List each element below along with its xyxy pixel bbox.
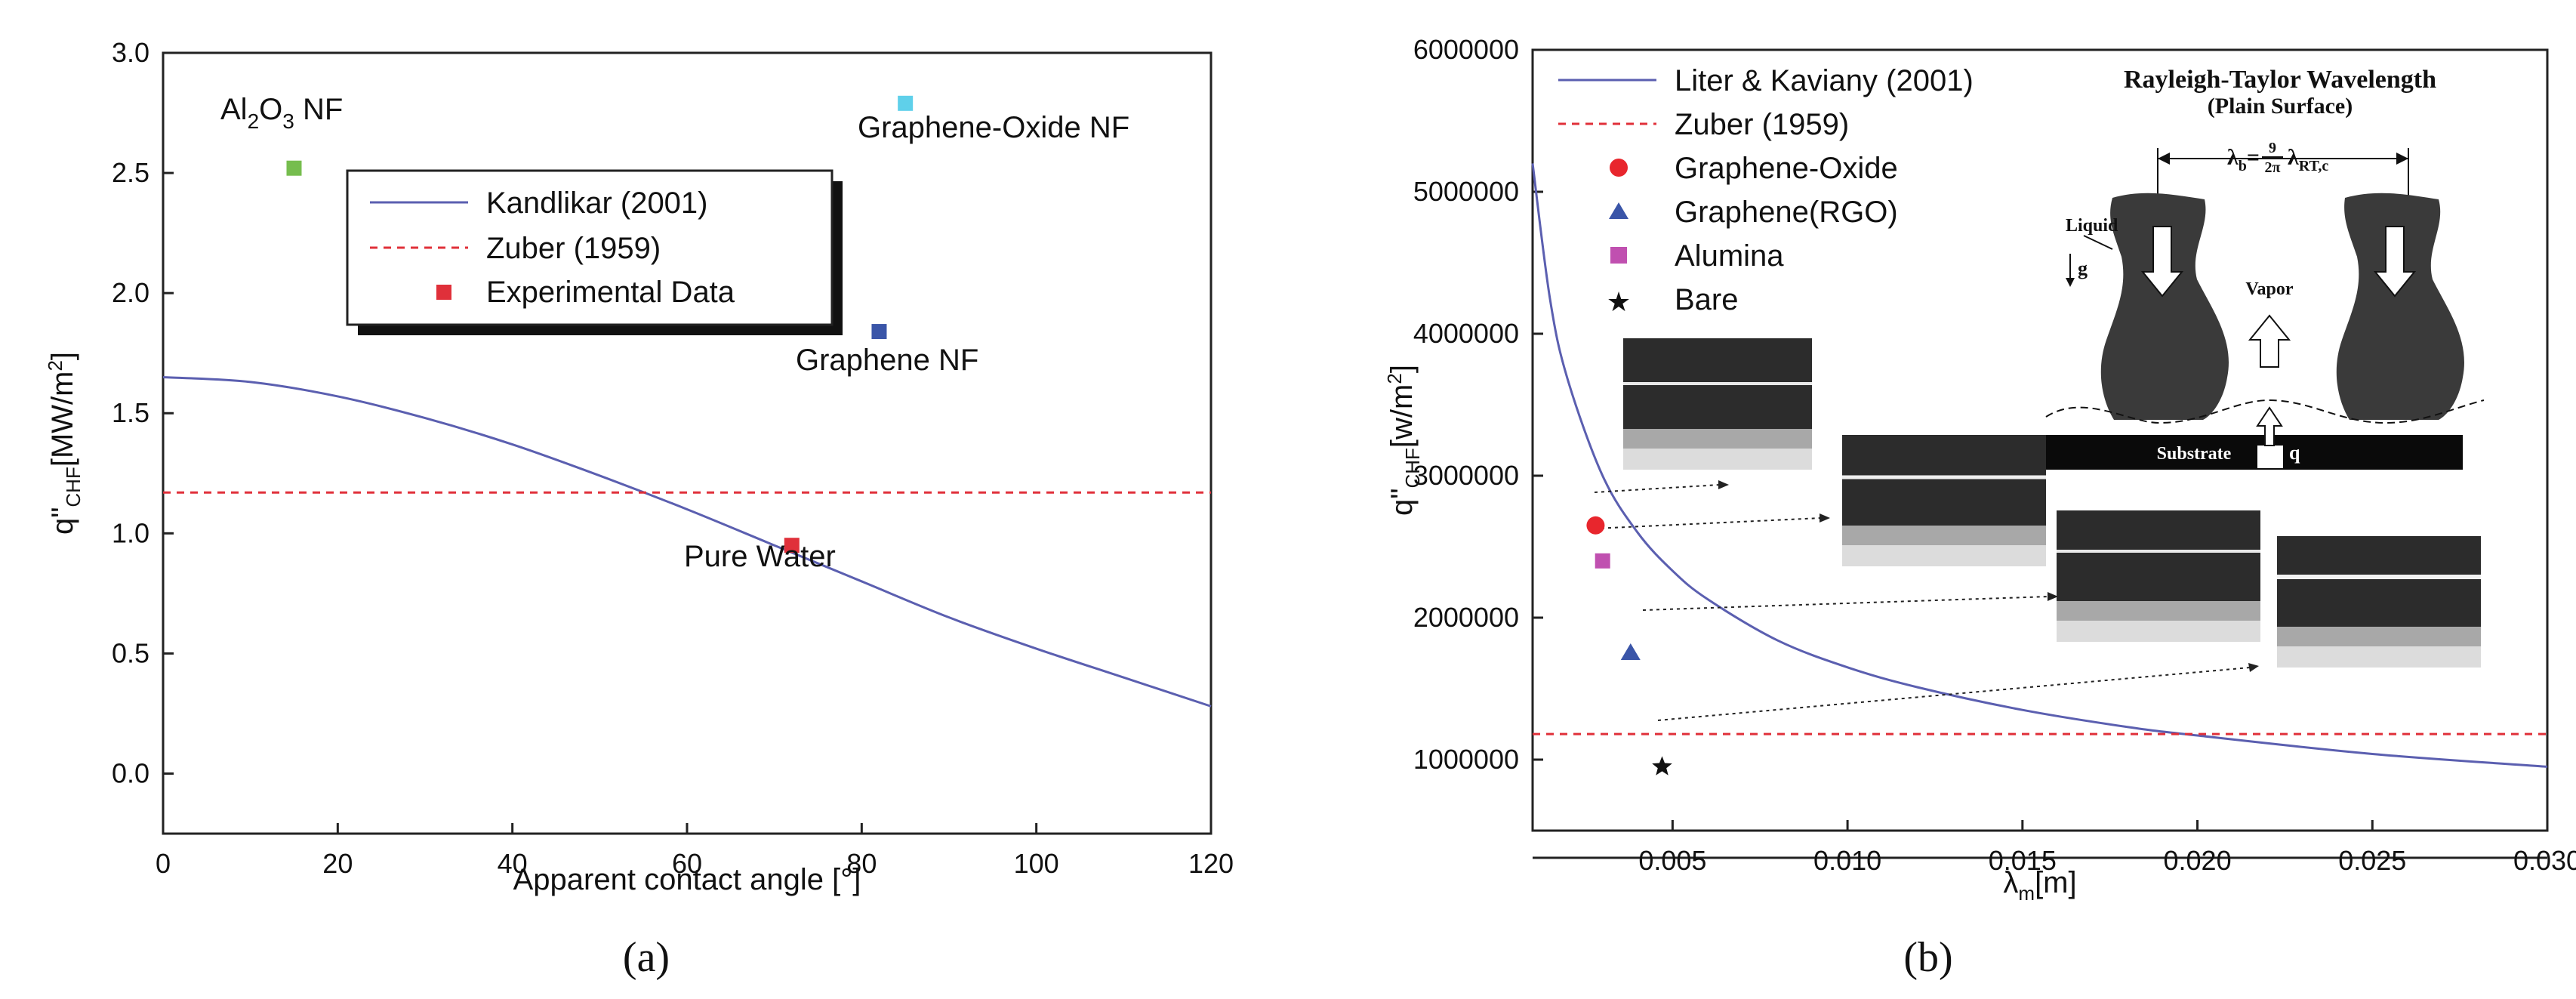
y-tick-label-b-2: 3000000 [1413, 460, 1519, 491]
y-tick-label-b-5: 6000000 [1413, 34, 1519, 65]
inset-rayleigh-taylor: Rayleigh-Taylor Wavelength (Plain Surfac… [2043, 66, 2485, 470]
series-lines-a [162, 376, 1212, 708]
y-tick-label-a-1: 0.5 [112, 637, 149, 668]
series-line-liter-kaviany-2001-b [1531, 163, 2548, 768]
y-tick-label-a-0: 0.0 [112, 757, 149, 788]
x-tick-label-b-3: 0.020 [2164, 845, 2232, 876]
y-axis-label-b: q"CHF[w/m2] [1383, 365, 1424, 516]
annotation-pure-water: Pure Water [684, 540, 836, 573]
panel-b: 0.005 0.010 0.015 0.020 0.025 0.030 1000000 20… [1383, 34, 2576, 981]
inset-label-substrate: Substrate [2157, 444, 2232, 464]
y-tick-label-a-6: 3.0 [112, 37, 149, 68]
x-tick-label-a-5: 100 [1014, 848, 1059, 879]
x-tick-label-a-2: 40 [498, 848, 528, 879]
legend-label-graphene-oxide: Graphene-Oxide [1675, 152, 1898, 185]
y-ticks-b: 1000000 2000000 3000000 4000000 5000000 60000… [1413, 34, 1543, 775]
legend-label-experimental: Experimental Data [486, 276, 735, 309]
annotation-al2o3: Al2O3 NF [220, 93, 343, 133]
legend-swatch-experimental [436, 285, 451, 300]
x-tick-label-b-5: 0.030 [2513, 845, 2576, 876]
plot-frame-b [1531, 48, 2549, 832]
panel-label-a: (a) [623, 934, 670, 981]
pointer-arrowheads [1718, 480, 2259, 672]
x-tick-label-a-6: 120 [1188, 848, 1234, 879]
y-tick-label-a-4: 2.0 [112, 277, 149, 308]
legend-marker-bare: ★ [1607, 286, 1631, 317]
series-points-a [286, 95, 914, 553]
x-tick-label-a-0: 0 [156, 848, 171, 879]
data-point-annotated-a-2 [871, 324, 887, 340]
y-tick-label-b-3: 4000000 [1413, 318, 1519, 349]
inset-interface-wave [2045, 399, 2485, 424]
data-point-annotated-a-0 [286, 160, 302, 176]
photo-inset-3 [2057, 510, 2260, 642]
series-line-kandlikar-2001-a [162, 376, 1212, 708]
legend-label-zuber-b: Zuber (1959) [1675, 108, 1849, 141]
y-tick-label-a-5: 2.5 [112, 157, 149, 188]
legend-label-graphene-rgo: Graphene(RGO) [1675, 196, 1898, 229]
x-axis-label-b: λm[m] [2003, 866, 2076, 905]
pointer-arrows [1594, 484, 2251, 721]
x-ticks-a: 0 20 40 60 80 100 120 [156, 823, 1234, 879]
data-point-graphene-oxide-0 [1586, 516, 1605, 535]
x-tick-label-b-0: 0.005 [1638, 845, 1706, 876]
panel-a: 0 20 40 60 80 100 120 0.0 0.5 1.0 1.5 2.0 2.5 3.0 Al… [44, 37, 1234, 981]
x-tick-label-b-1: 0.010 [1813, 845, 1881, 876]
x-axis-label-a: Apparent contact angle [°] [513, 863, 861, 896]
y-tick-label-a-3: 1.5 [112, 397, 149, 428]
y-tick-label-b-1: 2000000 [1413, 602, 1519, 633]
inset-formula: λb= [2227, 145, 2260, 174]
photo-inset-4 [2277, 536, 2481, 668]
legend-label-kandlikar: Kandlikar (2001) [486, 187, 708, 220]
x-tick-label-a-4: 80 [846, 848, 877, 879]
y-tick-label-b-0: 1000000 [1413, 744, 1519, 775]
data-point-bare-0 [1652, 756, 1672, 775]
x-ticks-b: 0.005 0.010 0.015 0.020 0.025 0.030 [1638, 820, 2576, 876]
inset-label-vapor: Vapor [2245, 279, 2293, 299]
inset-formula-numerator: 9 [2269, 140, 2276, 156]
inset-formula-tail: λRT,c [2288, 145, 2328, 174]
x-tick-label-a-3: 60 [672, 848, 702, 879]
x-tick-label-b-2: 0.015 [1989, 845, 2057, 876]
inset-label-liquid: Liquid [2066, 216, 2118, 236]
inset-vapor-column-left [2100, 193, 2229, 420]
legend-a: Kandlikar (2001) Zuber (1959) Experiment… [346, 169, 843, 335]
y-axis-label-a: q"CHF[MW/m2] [44, 352, 85, 535]
legend-marker-alumina [1610, 247, 1627, 264]
x-tick-label-a-1: 20 [322, 848, 353, 879]
data-point-graphene-rgo-0 [1620, 643, 1641, 660]
data-point-alumina-0 [1595, 553, 1610, 569]
legend-label-bare: Bare [1675, 283, 1739, 316]
inset-vapor-column-right [2336, 193, 2464, 420]
legend-label-zuber-a: Zuber (1959) [486, 232, 661, 265]
inset-label-g: g [2078, 257, 2088, 279]
y-ticks-a: 0.0 0.5 1.0 1.5 2.0 2.5 3.0 [112, 37, 174, 788]
inset-label-q: q [2289, 442, 2300, 464]
photo-inset-2 [1842, 435, 2046, 566]
legend-marker-graphene-rgo [1609, 202, 1628, 219]
annotation-graphene-nf: Graphene NF [796, 344, 978, 377]
series-lines-b [1531, 163, 2548, 768]
annotation-graphene-oxide-nf: Graphene-Oxide NF [858, 111, 1129, 144]
photo-inset-1 [1623, 338, 1812, 470]
data-point-annotated-a-1 [898, 95, 914, 111]
panel-label-b: (b) [1903, 934, 1952, 981]
legend-b: Liter & Kaviany (2001) Zuber (1959) Grap… [1558, 64, 1974, 317]
y-tick-label-a-2: 1.0 [112, 517, 149, 548]
legend-marker-graphene-oxide [1610, 159, 1628, 177]
x-tick-label-b-4: 0.025 [2338, 845, 2406, 876]
legend-label-alumina: Alumina [1675, 239, 1784, 273]
y-tick-label-b-4: 5000000 [1413, 176, 1519, 207]
inset-subtitle: (Plain Surface) [2208, 94, 2353, 119]
inset-formula-denominator: 2π [2265, 159, 2281, 176]
series-points-b [1586, 516, 1672, 775]
inset-title: Rayleigh-Taylor Wavelength [2124, 66, 2436, 94]
data-point-experimental-data-0 [784, 538, 800, 553]
inset-substrate [2043, 435, 2463, 470]
legend-label-liter-kaviany: Liter & Kaviany (2001) [1675, 64, 1974, 97]
